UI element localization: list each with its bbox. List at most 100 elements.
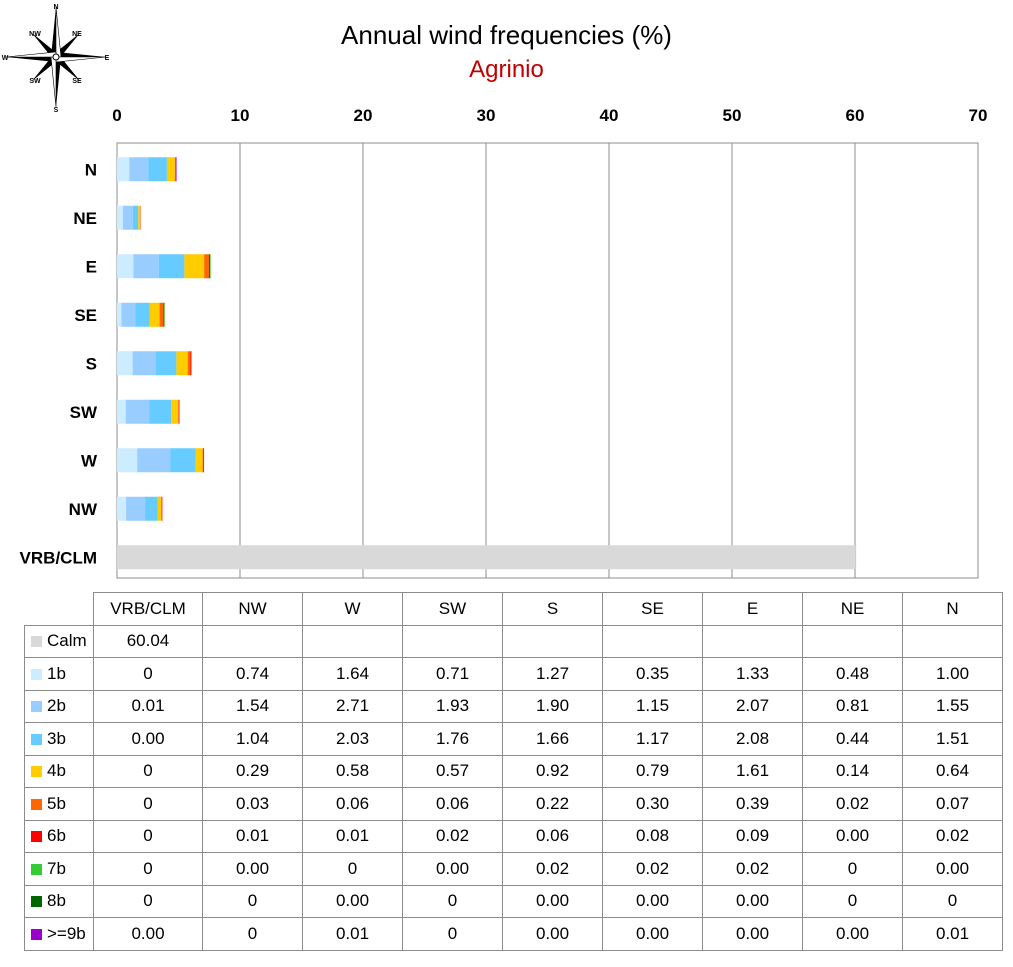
category-label: VRB/CLM [20, 548, 97, 567]
bar-segment [117, 205, 123, 230]
table-cell: 0.09 [702, 819, 803, 853]
bar-segment [132, 205, 139, 230]
table-cell: 0.39 [702, 787, 803, 821]
table-cell [802, 624, 903, 658]
table-cell: 0.00 [202, 852, 303, 886]
compass-label-sw: SW [29, 78, 41, 85]
table-cell: 0.00 [93, 722, 203, 756]
compass-label-n: N [53, 4, 58, 11]
bar-segment [133, 254, 159, 279]
bar-segment [126, 496, 146, 521]
table-row: 4b 0 0.29 0.58 0.57 0.92 0.79 1.61 0.14 0.64 [24, 754, 1003, 788]
table-cell: 1.00 [902, 657, 1003, 691]
bar-segment [187, 351, 191, 376]
table-cell: 1.54 [202, 689, 303, 723]
compass-label-ne: NE [72, 31, 82, 38]
table-cell: 0.48 [802, 657, 903, 691]
bar-segment [125, 399, 150, 424]
bar-segment [148, 157, 167, 182]
legend-swatch [31, 733, 42, 745]
table-cell: 0.00 [902, 852, 1003, 886]
bar-segment [176, 351, 188, 376]
x-tick-label: 40 [600, 106, 619, 125]
chart-title: Annual wind frequencies (%) [341, 20, 672, 50]
bar-segment [178, 399, 179, 424]
bar-segment [121, 302, 136, 327]
x-tick-label: 30 [477, 106, 496, 125]
legend-swatch [31, 701, 42, 713]
table-column-header: N [902, 592, 1003, 626]
bar-segment [161, 496, 163, 521]
bar-segment [161, 496, 163, 521]
table-cell: 1.66 [502, 722, 603, 756]
data-table: VRB/CLM NW W SW S SE E NE N Calm 60.04 1b 0 0.74 1.64 0… [24, 592, 1003, 951]
bar-segment [170, 448, 196, 473]
table-cell: 0.92 [502, 754, 603, 788]
table-cell: 0.01 [202, 819, 303, 853]
table-row: Calm 60.04 [24, 624, 1003, 658]
legend-swatch [31, 766, 42, 778]
table-cell: 0.02 [502, 852, 603, 886]
table-cell: 0.29 [202, 754, 303, 788]
table-row-label: 8b [24, 884, 94, 918]
stacked-bar-chart: 0 10 20 30 40 50 60 70 N NE E SE S SW W NW VRB/CLM [20, 106, 988, 579]
table-cell: 0.07 [902, 787, 1003, 821]
bar-segment [163, 302, 165, 327]
legend-swatch [31, 831, 42, 843]
table-cell: 0.00 [502, 917, 603, 951]
table-cell [202, 624, 303, 658]
table-column-header: SW [402, 592, 503, 626]
table-cell: 0.00 [702, 917, 803, 951]
table-cell: 0.00 [402, 852, 503, 886]
table-cell: 0.81 [802, 689, 903, 723]
bar-segment [122, 205, 133, 230]
bar-segment [195, 448, 203, 473]
table-cell: 0 [402, 884, 503, 918]
bar-segment [174, 157, 176, 182]
table-cell: 0.58 [302, 754, 403, 788]
table-cell: 0 [302, 852, 403, 886]
table-cell [902, 624, 1003, 658]
bar-segment [178, 399, 180, 424]
table-column-header: E [702, 592, 803, 626]
legend-swatch [31, 668, 42, 680]
table-cell: 1.27 [502, 657, 603, 691]
table-cell: 0.00 [702, 884, 803, 918]
table-row: 2b 0.01 1.54 2.71 1.93 1.90 1.15 2.07 0.81 1.55 [24, 689, 1003, 723]
table-cell: 0.01 [93, 689, 203, 723]
table-cell: 0.01 [302, 917, 403, 951]
category-label: S [86, 354, 97, 373]
table-cell: 0 [902, 884, 1003, 918]
bar-segment [171, 399, 179, 424]
legend-swatch [31, 863, 42, 875]
table-row: >=9b 0.00 0 0.01 0 0.00 0.00 0.00 0.00 0.01 [24, 917, 1003, 951]
table-cell: 1.33 [702, 657, 803, 691]
table-cell: 0.30 [602, 787, 703, 821]
x-tick-label: 70 [969, 106, 988, 125]
legend-swatch [31, 636, 42, 648]
bar-segment [117, 545, 856, 570]
bar-segment [129, 157, 149, 182]
table-cell: 1.76 [402, 722, 503, 756]
bar-segment [855, 545, 857, 570]
bar-segment [149, 399, 172, 424]
bar-segment [149, 302, 160, 327]
bar-segment [140, 205, 141, 230]
table-cell: 1.93 [402, 689, 503, 723]
table-cell: 0.02 [702, 852, 803, 886]
table-row-label: 4b [24, 754, 94, 788]
bar-segment [190, 351, 192, 376]
bar-segment [132, 351, 156, 376]
category-label: SE [74, 306, 97, 325]
table-cell: 0.00 [602, 917, 703, 951]
bar-segment [117, 496, 127, 521]
table-cell: 0.06 [302, 787, 403, 821]
bar-segment [159, 302, 164, 327]
bar-segment [135, 302, 150, 327]
legend-swatch [31, 798, 42, 810]
table-row: 8b 0 0 0.00 0 0.00 0.00 0.00 0 0 [24, 884, 1003, 918]
bar-segment [117, 351, 133, 376]
table-cell: 0 [802, 852, 903, 886]
bar-segment [209, 254, 211, 279]
x-tick-label: 10 [231, 106, 250, 125]
